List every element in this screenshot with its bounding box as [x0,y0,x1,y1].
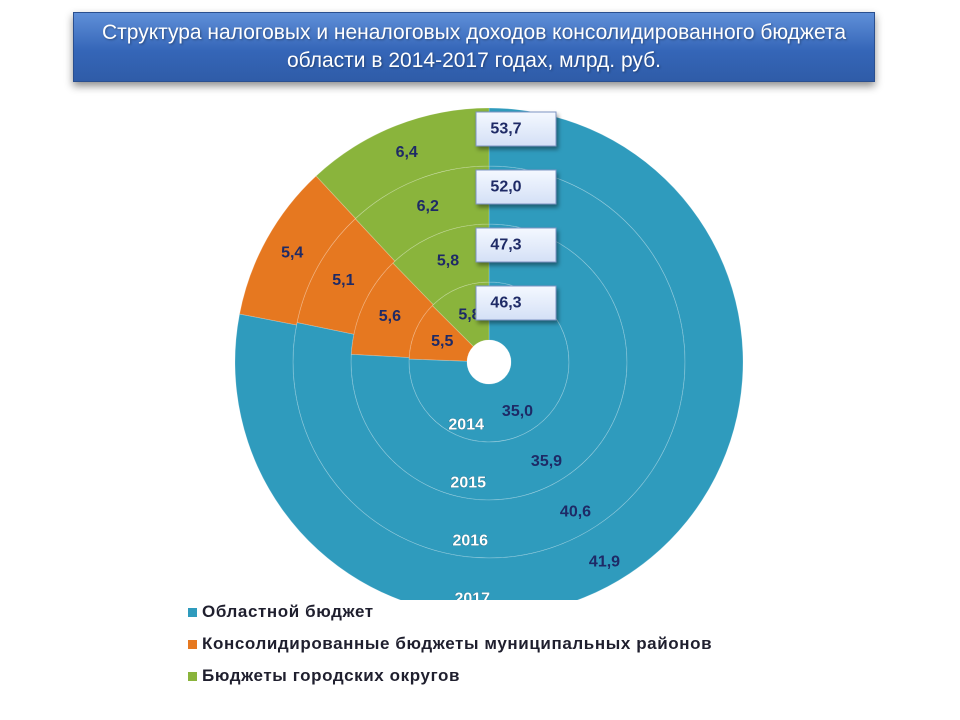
total-box-bg-2014 [475,285,557,321]
value-label-2017-regional: 41,9 [589,554,620,571]
slice-2016-regional [292,165,686,559]
total-value-2016: 52,0 [490,179,521,196]
legend-swatch-city [188,671,197,681]
value-label-2016-city: 6,2 [417,198,439,215]
value-label-2017-city: 6,4 [396,144,418,161]
value-label-2014-municipal: 5,5 [431,333,453,350]
total-box-2017: 53,7 [475,111,557,147]
chart-title: Структура налоговых и неналоговых доходо… [101,21,847,72]
total-box-2016: 52,0 [475,169,557,205]
total-box-2014: 46,3 [475,285,557,321]
title-banner: Структура налоговых и неналоговых доходо… [73,12,875,82]
chart-legend: Областной бюджет Консолидированные бюдже… [188,596,712,692]
year-label-2015: 2015 [450,474,486,491]
value-label-2016-municipal: 5,1 [332,272,354,289]
value-label-2016-regional: 40,6 [560,503,591,520]
value-label-2017-municipal: 5,4 [281,244,303,261]
year-label-2014: 2014 [448,416,484,433]
total-value-2014: 46,3 [490,295,521,312]
value-label-2015-city: 5,8 [437,252,459,269]
legend-item-municipal: Консолидированные бюджеты муниципальных … [188,628,712,660]
total-box-2015: 47,3 [475,227,557,263]
value-label-2014-regional: 35,0 [502,403,533,420]
year-label-2017: 2017 [454,590,490,600]
total-box-bg-2016 [475,169,557,205]
legend-label-regional: Областной бюджет [202,602,374,621]
value-label-2015-regional: 35,9 [531,453,562,470]
total-box-bg-2015 [475,227,557,263]
value-label-2015-municipal: 5,6 [379,308,401,325]
legend-label-city: Бюджеты городских округов [202,666,461,685]
legend-label-municipal: Консолидированные бюджеты муниципальных … [202,634,713,653]
slice-2017-regional [234,107,744,600]
value-label-2014-city: 5,8 [458,306,480,323]
donut-hole [467,340,511,384]
slice-2017-city [315,107,490,219]
total-value-2017: 53,7 [490,121,521,138]
legend-swatch-municipal [188,639,197,649]
year-label-2016: 2016 [452,532,488,549]
legend-swatch-regional [188,607,197,617]
total-box-bg-2017 [475,111,557,147]
legend-item-city: Бюджеты городских округов [188,660,712,692]
legend-item-regional: Областной бюджет [188,596,712,628]
donut-chart: 35,0 5,5 5,8 2014 46,3 35,9 5,6 5,8 2015 47,3 40,6… [234,107,744,600]
total-value-2015: 47,3 [490,237,521,254]
